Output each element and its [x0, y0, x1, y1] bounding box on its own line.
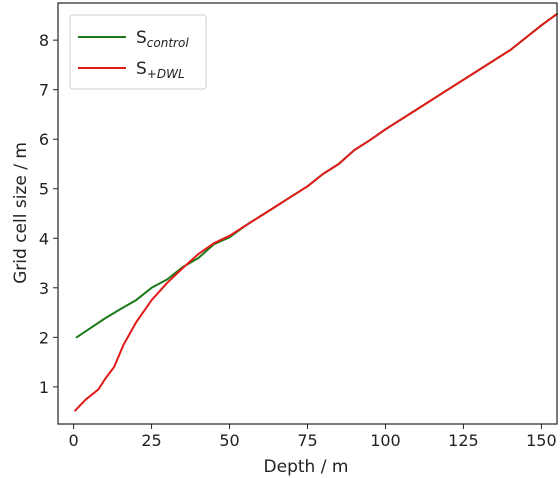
y-tick-label: 8	[39, 31, 49, 50]
y-tick-label: 6	[39, 130, 49, 149]
y-tick-label: 5	[39, 180, 49, 199]
legend-label-control: Scontrol	[136, 28, 189, 50]
series-line-dwl	[74, 12, 558, 412]
y-axis-label: Grid cell size / m	[11, 142, 31, 284]
x-tick-label: 0	[69, 431, 79, 450]
legend: Scontrol S+DWL	[69, 14, 207, 90]
x-axis-label: Depth / m	[264, 457, 349, 477]
x-tick-label: 50	[219, 431, 239, 450]
y-tick-label: 1	[39, 378, 49, 397]
legend-label-dwl-main: S	[136, 59, 147, 79]
y-tick-label: 7	[39, 81, 49, 100]
x-tick-label: 125	[448, 431, 479, 450]
legend-item-control: Scontrol	[78, 28, 189, 50]
x-tick-label: 150	[526, 431, 557, 450]
x-tick-label: 25	[141, 431, 161, 450]
series-layer	[74, 12, 558, 412]
y-tick-label: 3	[39, 279, 49, 298]
x-tick-label: 100	[370, 431, 401, 450]
y-tick-label: 4	[39, 229, 49, 248]
y-axis-ticks: 1 2 3 4 5 6 7 8	[39, 31, 58, 397]
legend-label-dwl-subscript: +DWL	[147, 67, 185, 81]
x-tick-label: 75	[297, 431, 317, 450]
legend-item-dwl: S+DWL	[78, 59, 185, 81]
legend-label-dwl: S+DWL	[136, 59, 185, 81]
legend-label-control-main: S	[136, 28, 147, 48]
y-tick-label: 2	[39, 328, 49, 347]
legend-box	[69, 14, 207, 90]
legend-label-control-subscript: control	[147, 36, 190, 50]
x-axis-ticks: 0 25 50 75 100 125 150	[69, 424, 557, 450]
